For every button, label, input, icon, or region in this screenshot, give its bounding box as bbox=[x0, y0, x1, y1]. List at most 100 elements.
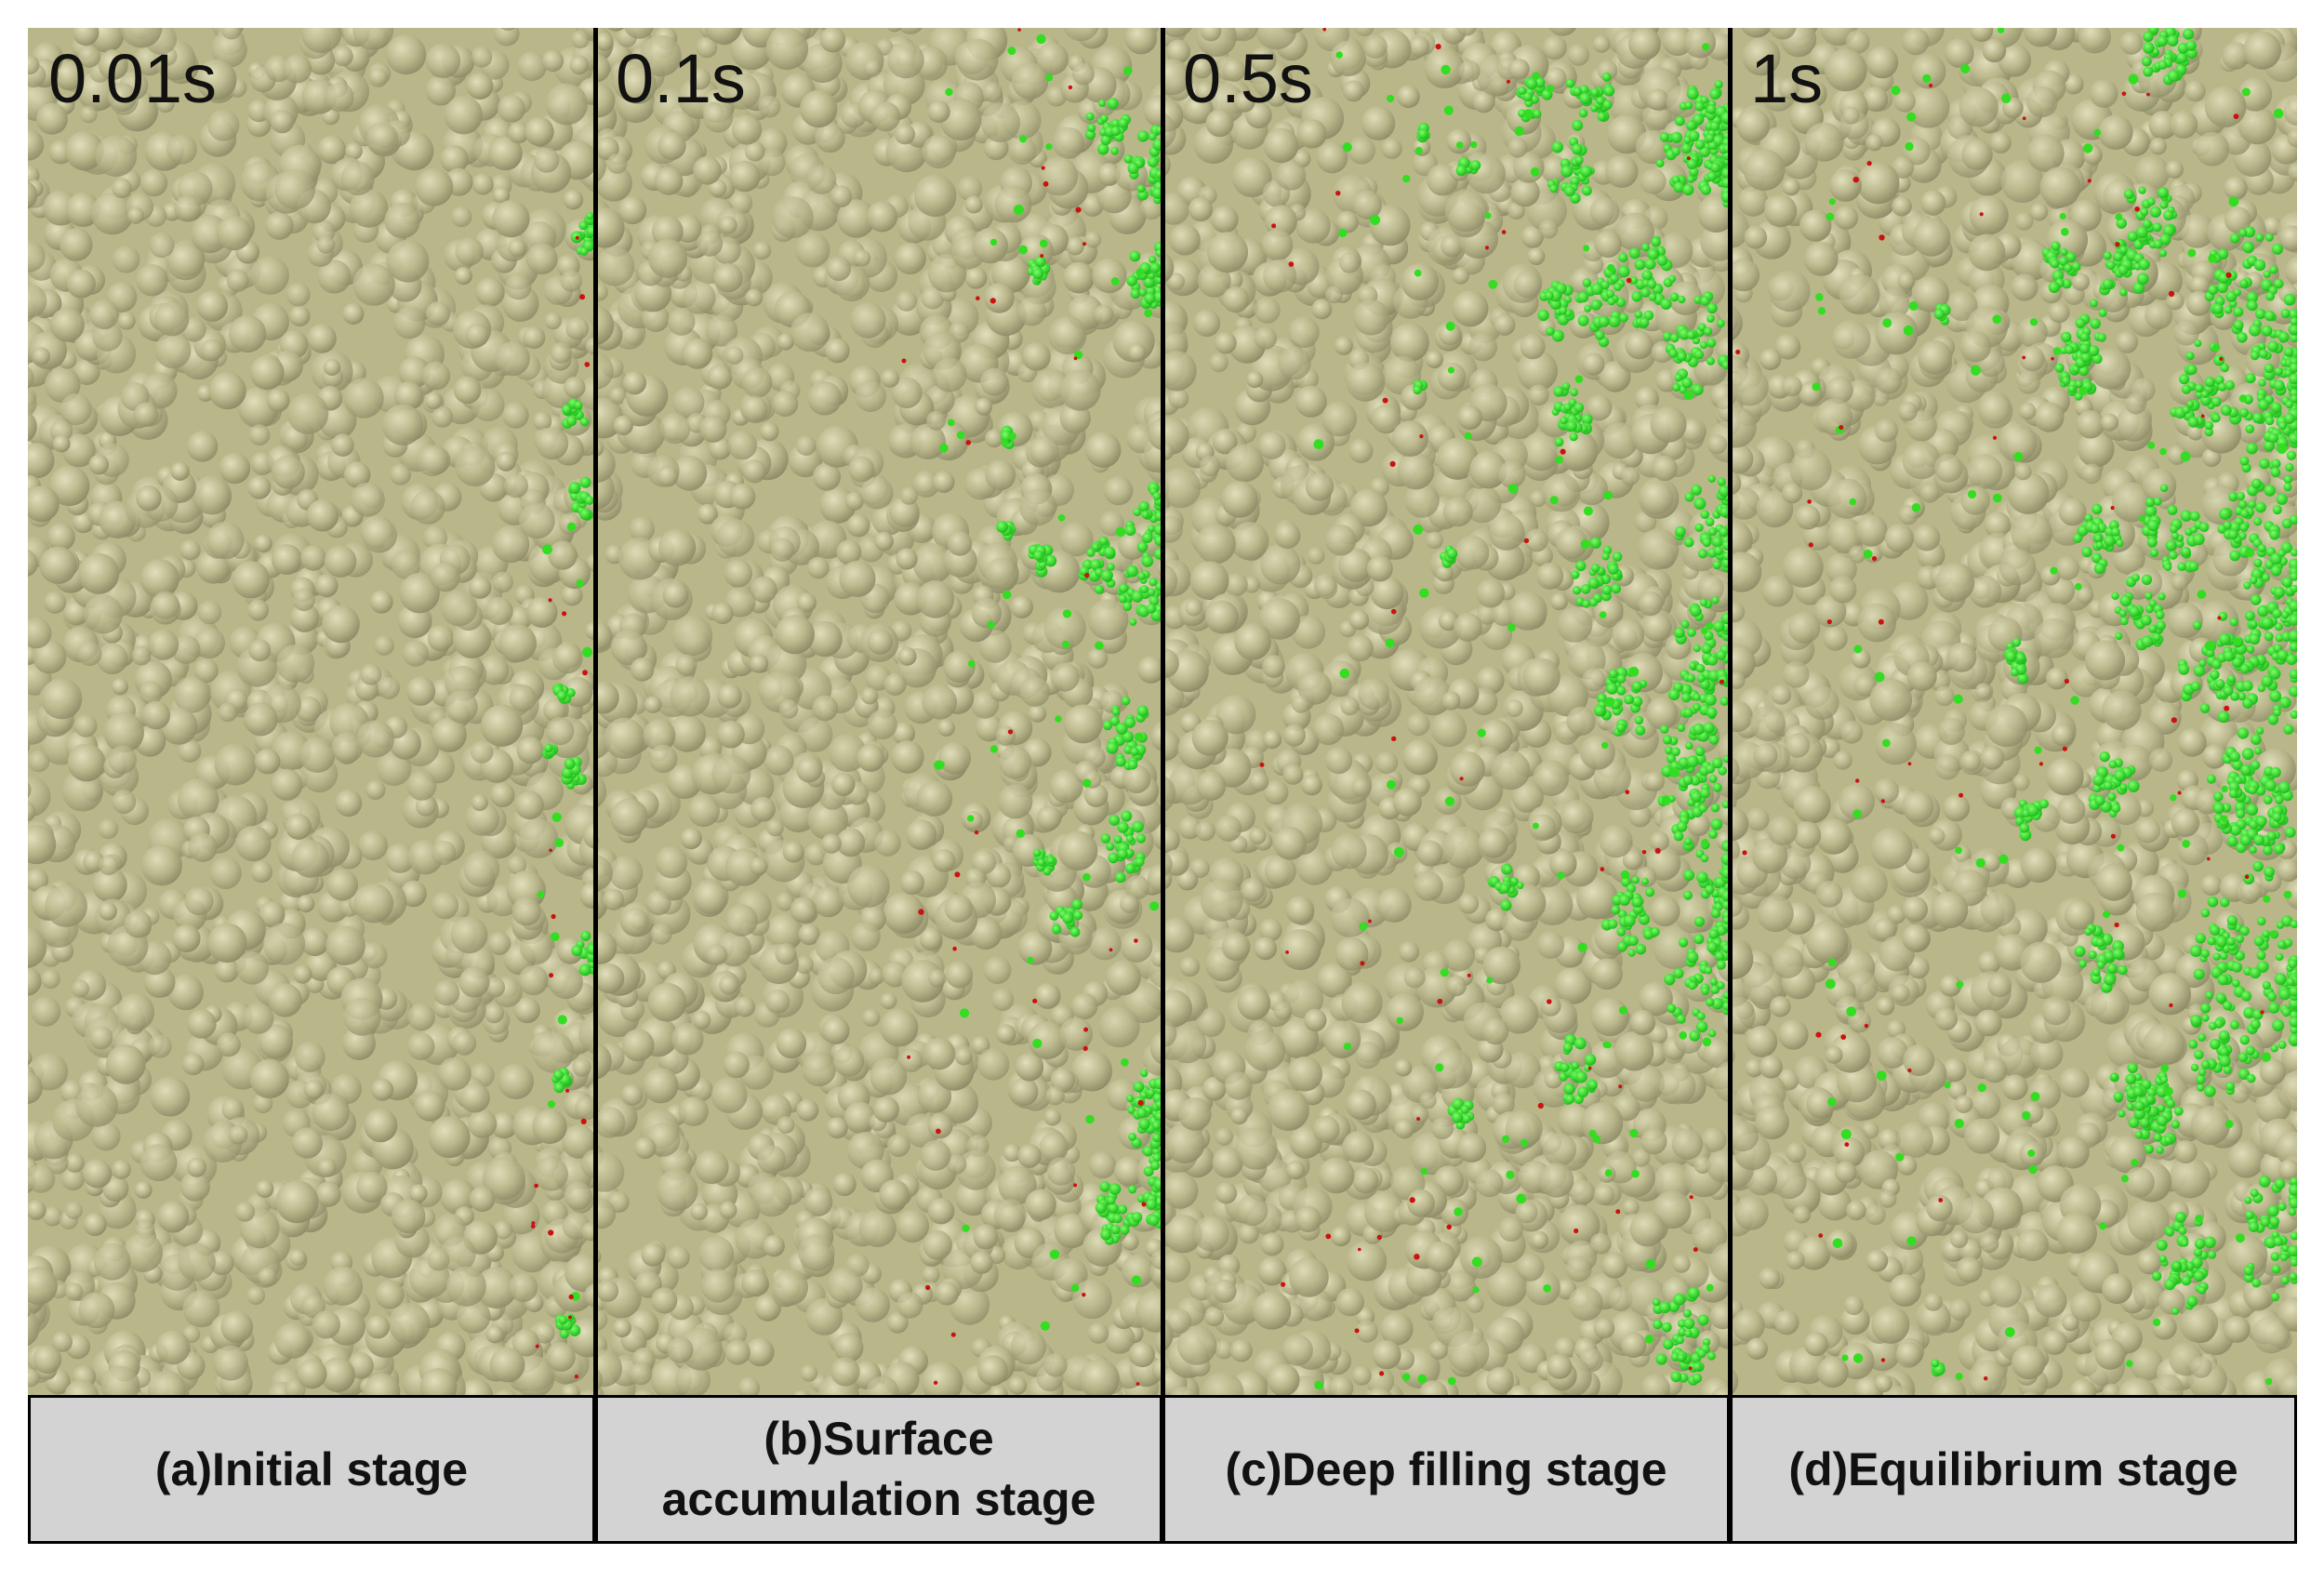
matrix-particle bbox=[1166, 39, 1191, 64]
matrix-particle bbox=[806, 556, 830, 579]
matrix-particle bbox=[928, 969, 947, 988]
trace-particle bbox=[1040, 254, 1044, 259]
matrix-particle bbox=[1463, 485, 1502, 524]
filled-particle bbox=[1153, 548, 1162, 560]
matrix-particle bbox=[1282, 764, 1304, 785]
filled-particle bbox=[1131, 1275, 1142, 1285]
filled-particle bbox=[937, 761, 945, 768]
matrix-particle bbox=[947, 531, 973, 556]
filled-particle bbox=[1036, 33, 1046, 45]
filled-particle bbox=[1049, 1249, 1060, 1260]
matrix-particle bbox=[1028, 1020, 1067, 1060]
matrix-particle bbox=[219, 452, 251, 485]
matrix-particle bbox=[209, 1250, 234, 1276]
filled-particle bbox=[1095, 641, 1104, 650]
matrix-particle bbox=[919, 927, 943, 950]
matrix-particle bbox=[892, 722, 915, 745]
matrix-particle bbox=[1507, 138, 1528, 158]
matrix-particle bbox=[671, 1023, 704, 1056]
matrix-particle bbox=[545, 83, 588, 126]
matrix-particle bbox=[797, 717, 833, 752]
matrix-particle bbox=[836, 539, 862, 565]
matrix-particle bbox=[1104, 475, 1134, 506]
filled-particle bbox=[1122, 731, 1134, 743]
trace-particle bbox=[907, 1055, 911, 1059]
matrix-particle bbox=[485, 976, 506, 998]
matrix-particle bbox=[275, 1180, 319, 1224]
matrix-particle bbox=[1347, 634, 1374, 662]
matrix-particle bbox=[489, 1347, 525, 1383]
filled-particle bbox=[1102, 720, 1113, 731]
matrix-particle bbox=[980, 367, 1009, 396]
matrix-particle bbox=[124, 910, 153, 938]
matrix-particle bbox=[150, 1076, 191, 1117]
matrix-particle bbox=[493, 1220, 513, 1240]
matrix-particle bbox=[800, 89, 838, 128]
filled-particle bbox=[1069, 926, 1081, 937]
matrix-particle bbox=[534, 1157, 568, 1191]
matrix-particle bbox=[1553, 1336, 1577, 1360]
filled-particle bbox=[1114, 871, 1126, 884]
filled-particle bbox=[1003, 590, 1012, 600]
filled-particle bbox=[1120, 1225, 1130, 1235]
filled-particle bbox=[1121, 1058, 1129, 1067]
matrix-particle bbox=[157, 1201, 190, 1233]
matrix-particle bbox=[1476, 578, 1506, 608]
matrix-particle bbox=[1098, 1006, 1140, 1048]
filled-particle bbox=[1154, 511, 1162, 522]
filled-particle bbox=[1100, 1229, 1112, 1241]
matrix-particle bbox=[207, 109, 240, 141]
matrix-particle bbox=[77, 71, 117, 112]
matrix-particle bbox=[392, 306, 426, 339]
matrix-particle bbox=[92, 321, 123, 352]
matrix-particle bbox=[939, 99, 982, 141]
matrix-particle bbox=[1712, 1060, 1730, 1103]
matrix-particle bbox=[551, 643, 583, 674]
matrix-particle bbox=[1263, 729, 1282, 750]
matrix-particle bbox=[365, 779, 386, 801]
matrix-particle bbox=[1414, 871, 1443, 901]
matrix-particle bbox=[649, 744, 678, 774]
matrix-particle bbox=[990, 988, 1015, 1012]
filled-particle bbox=[1135, 268, 1144, 277]
matrix-particle bbox=[294, 1041, 325, 1072]
matrix-particle bbox=[955, 1149, 996, 1190]
matrix-particle bbox=[1254, 937, 1277, 961]
filled-particle bbox=[967, 659, 976, 668]
matrix-particle bbox=[633, 1388, 656, 1395]
filled-particle bbox=[1126, 275, 1137, 286]
matrix-particle bbox=[832, 1172, 857, 1197]
filled-particle bbox=[1062, 912, 1074, 924]
trace-particle bbox=[548, 1229, 554, 1236]
matrix-particle bbox=[350, 482, 385, 517]
matrix-particle bbox=[584, 1282, 595, 1308]
matrix-particle bbox=[268, 983, 302, 1017]
matrix-particle bbox=[197, 600, 222, 625]
filled-particle bbox=[1140, 1069, 1149, 1078]
matrix-particle bbox=[28, 354, 30, 366]
matrix-particle bbox=[546, 1342, 576, 1372]
filled-particle bbox=[1044, 554, 1057, 567]
matrix-particle bbox=[1317, 963, 1352, 998]
matrix-particle bbox=[459, 1083, 490, 1113]
matrix-particle bbox=[860, 687, 879, 705]
matrix-particle bbox=[297, 1359, 327, 1389]
matrix-particle bbox=[879, 1179, 910, 1210]
filled-particle bbox=[1045, 143, 1053, 151]
matrix-particle bbox=[972, 227, 1008, 264]
matrix-particle bbox=[1476, 666, 1505, 695]
filled-particle bbox=[1130, 747, 1139, 756]
matrix-particle bbox=[1390, 323, 1429, 363]
matrix-particle bbox=[389, 463, 412, 485]
matrix-particle bbox=[167, 974, 204, 1011]
matrix-particle bbox=[186, 1157, 207, 1177]
matrix-particle bbox=[518, 965, 549, 996]
matrix-particle bbox=[92, 867, 127, 903]
trace-particle bbox=[1007, 729, 1014, 735]
trace-particle bbox=[933, 1380, 938, 1386]
matrix-particle bbox=[697, 503, 718, 525]
matrix-particle bbox=[364, 1373, 401, 1395]
matrix-particle bbox=[1238, 1223, 1259, 1244]
matrix-particle bbox=[188, 832, 218, 862]
matrix-particle bbox=[49, 419, 73, 443]
